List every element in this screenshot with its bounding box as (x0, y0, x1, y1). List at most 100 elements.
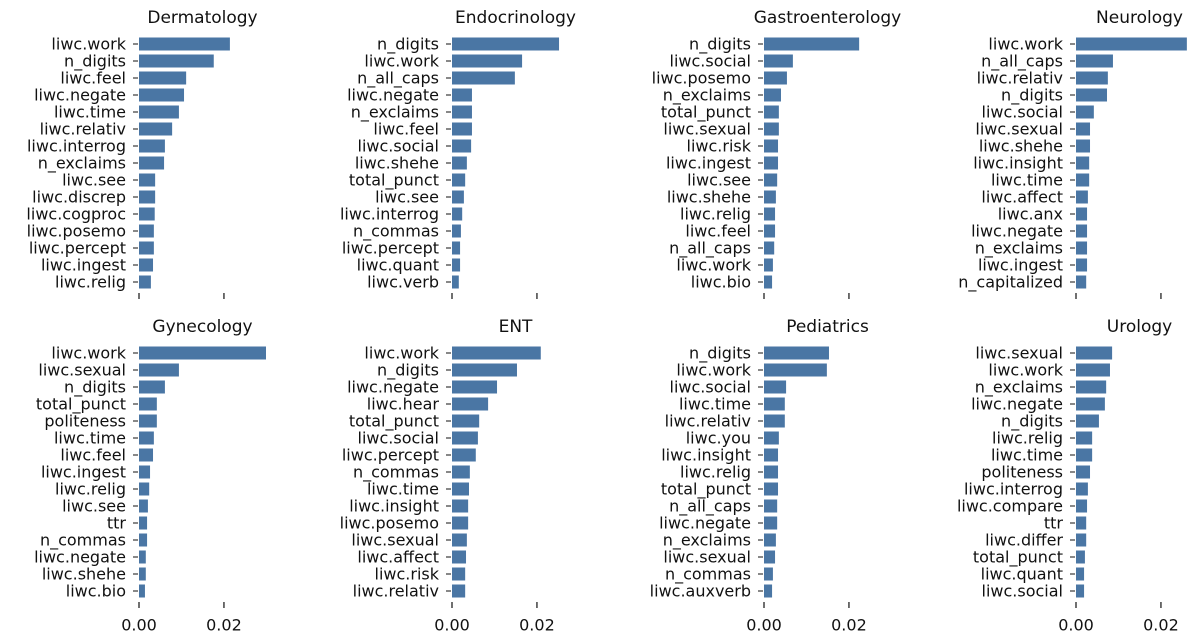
bar (139, 54, 214, 68)
bar (764, 224, 776, 238)
subplot-title: Pediatrics (786, 317, 869, 337)
y-tick-label: liwc.percept (29, 239, 126, 258)
y-tick-label: liwc.shehe (355, 154, 439, 173)
bar (452, 431, 478, 445)
y-tick-label: liwc.social (358, 137, 439, 156)
y-tick-label: liwc.negate (34, 548, 126, 567)
subplot-title: Dermatology (147, 8, 257, 28)
bar (139, 448, 154, 462)
y-tick-label: liwc.interrog (340, 205, 439, 224)
y-tick-label: liwc.negate (659, 514, 751, 533)
bar (764, 465, 779, 479)
y-tick-label: liwc.negate (971, 395, 1063, 414)
y-tick-label: liwc.insight (349, 497, 439, 516)
y-tick-label: liwc.time (679, 395, 751, 414)
y-tick-label: liwc.negate (347, 86, 439, 105)
bar (764, 156, 779, 170)
y-tick-label: liwc.bio (66, 582, 126, 601)
bar (764, 533, 776, 547)
y-tick-label: liwc.differ (985, 531, 1063, 550)
subplot-title: Gastroenterology (754, 8, 901, 28)
bar (764, 567, 773, 581)
y-tick-label: n_all_caps (357, 69, 439, 89)
y-tick-label: ttr (107, 514, 127, 533)
y-tick-label: n_exclaims (975, 378, 1063, 398)
bar (452, 533, 467, 547)
subplot-title: ENT (499, 317, 533, 337)
bar (764, 71, 787, 85)
bar (139, 363, 179, 377)
bar (1076, 482, 1088, 496)
bar (139, 380, 165, 394)
bar (452, 190, 464, 204)
bar (139, 37, 230, 51)
bar (1076, 258, 1088, 272)
bar (764, 499, 778, 513)
y-tick-label: n_exclaims (351, 103, 439, 123)
x-tick-label: 0.02 (1143, 616, 1179, 635)
y-tick-label: liwc.risk (375, 565, 440, 584)
y-tick-label: liwc.sexual (663, 120, 751, 139)
y-tick-label: n_digits (1001, 86, 1063, 106)
bar (139, 156, 165, 170)
bar (764, 105, 779, 119)
bar (452, 37, 560, 51)
bar (452, 54, 523, 68)
y-tick-label: liwc.see (375, 188, 439, 207)
bar (764, 54, 793, 68)
y-tick-label: n_digits (64, 52, 126, 72)
y-tick-label: politeness (981, 463, 1063, 482)
bar (764, 516, 778, 530)
y-tick-label: n_digits (377, 361, 439, 381)
y-tick-label: liwc.sexual (975, 344, 1063, 363)
y-tick-label: liwc.see (687, 171, 751, 190)
y-tick-label: liwc.percept (342, 446, 439, 465)
bar (139, 533, 148, 547)
y-tick-label: liwc.work (988, 361, 1063, 380)
y-tick-label: liwc.feel (685, 222, 751, 241)
bar (452, 414, 480, 428)
bar (452, 448, 476, 462)
bar (1076, 224, 1088, 238)
bar (452, 516, 469, 530)
y-tick-label: n_digits (689, 344, 751, 364)
bar (1076, 448, 1093, 462)
x-tick-label: 0.00 (1058, 616, 1094, 635)
y-tick-label: liwc.negate (347, 378, 439, 397)
bar (1076, 397, 1105, 411)
y-tick-label: liwc.shehe (667, 188, 751, 207)
y-tick-label: liwc.sexual (663, 548, 751, 567)
y-tick-label: total_punct (661, 103, 751, 123)
bar (452, 241, 461, 255)
bar (139, 224, 154, 238)
bar (1076, 516, 1087, 530)
y-tick-label: liwc.affect (981, 188, 1063, 207)
y-tick-label: liwc.negate (971, 222, 1063, 241)
y-tick-label: liwc.relig (680, 463, 751, 482)
y-tick-label: liwc.relativ (665, 412, 751, 431)
y-tick-label: liwc.cogproc (26, 205, 126, 224)
y-tick-label: liwc.work (51, 344, 126, 363)
y-tick-label: liwc.work (676, 256, 751, 275)
bar (764, 258, 773, 272)
y-tick-label: liwc.sexual (351, 531, 439, 550)
y-tick-label: liwc.relig (55, 273, 126, 292)
subplot-title: Gynecology (152, 317, 252, 337)
y-tick-label: n_digits (1001, 412, 1063, 432)
bar (1076, 156, 1090, 170)
y-tick-label: liwc.bio (691, 273, 751, 292)
bar (764, 207, 776, 221)
bar (1076, 380, 1107, 394)
bar (764, 173, 778, 187)
y-tick-label: total_punct (349, 412, 439, 432)
y-tick-label: n_exclaims (975, 239, 1063, 259)
bar (764, 139, 779, 153)
y-tick-label: total_punct (349, 171, 439, 191)
bar (452, 71, 515, 85)
bar (764, 584, 773, 598)
bar (139, 105, 179, 119)
y-tick-label: liwc.social (982, 582, 1063, 601)
y-tick-label: liwc.insight (973, 154, 1063, 173)
y-tick-label: liwc.relativ (977, 69, 1063, 88)
